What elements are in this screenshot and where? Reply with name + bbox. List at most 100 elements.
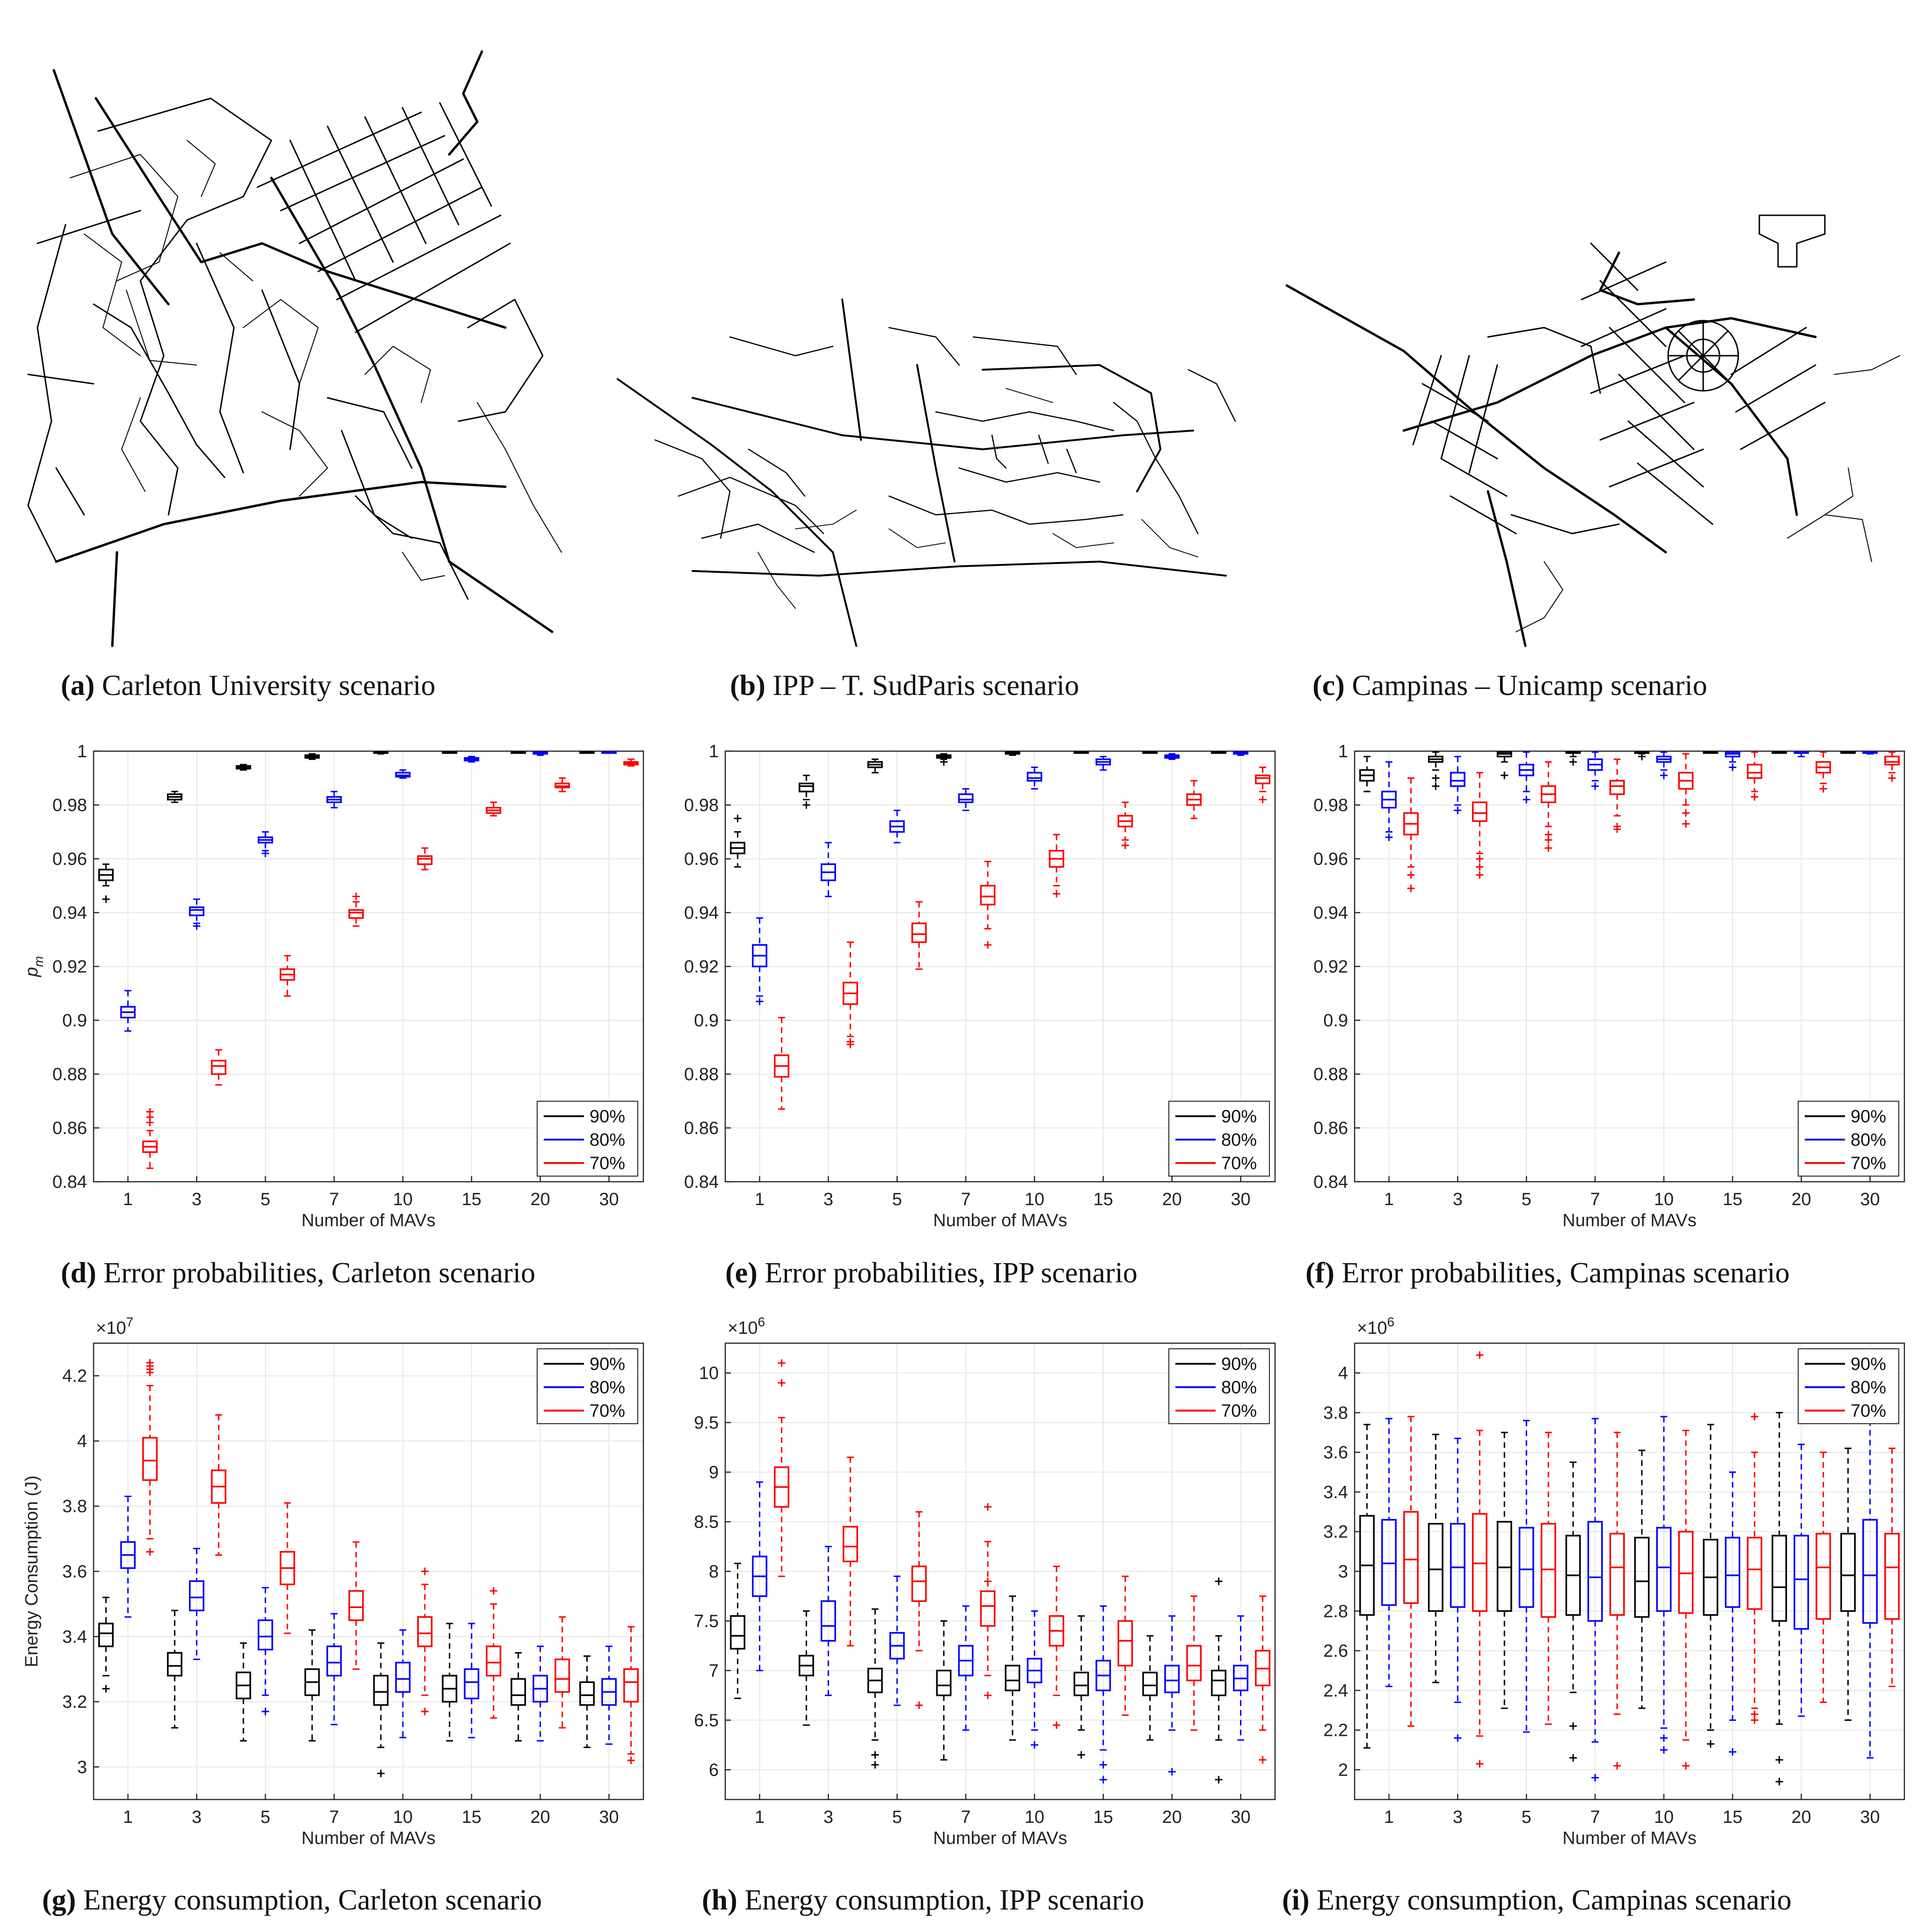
x-tick-label: 3 — [192, 1807, 202, 1827]
box-iqr — [1518, 1527, 1534, 1608]
box-15 — [1095, 756, 1111, 771]
box-iqr — [623, 1668, 639, 1703]
box-20 — [1793, 751, 1809, 757]
box-iqr — [1793, 1535, 1809, 1630]
outlier-marker — [1476, 871, 1484, 879]
outlier-marker — [146, 1548, 154, 1556]
box-7 — [1609, 758, 1625, 833]
series-70pct — [1403, 751, 1900, 893]
exponent-base: ×10 — [96, 1318, 126, 1338]
box-15 — [1073, 1615, 1089, 1759]
x-tick-label: 7 — [1590, 1190, 1600, 1209]
y-tick-label: 0.94 — [1313, 903, 1348, 923]
x-axis-label: Number of MAVs — [301, 1211, 435, 1230]
y-tick-label: 2.6 — [1323, 1641, 1348, 1661]
y-tick-label: 3.8 — [1323, 1403, 1348, 1423]
outlier-marker — [846, 1038, 854, 1046]
outlier-marker — [871, 1761, 879, 1769]
x-tick-label: 20 — [1792, 1190, 1811, 1209]
y-tick-label: 0.88 — [684, 1065, 719, 1084]
y-tick-label: 0.84 — [1313, 1172, 1348, 1192]
box-15 — [1703, 751, 1719, 754]
exponent-power: 6 — [758, 1315, 765, 1329]
box-3 — [820, 1546, 836, 1696]
box-10 — [1656, 1416, 1672, 1754]
x-tick-label: 5 — [1522, 1190, 1531, 1209]
caption-f: (f) Error probabilities, Campinas scenar… — [1305, 1257, 1790, 1289]
box-iqr — [1840, 1533, 1856, 1612]
outlier-marker — [1052, 1721, 1060, 1729]
box-1 — [774, 1359, 789, 1577]
chart-energy-consumption-carleton: 3 3.2 3.4 3.6 3.8 4 4.2 1 3 5 7 10 15 20 30 Number of M… — [22, 1315, 644, 1916]
caption-c: (c) Campinas – Unicamp scenario — [1312, 670, 1707, 702]
box-iqr — [1609, 1533, 1625, 1616]
x-tick-label: 3 — [192, 1190, 202, 1209]
box-1 — [98, 863, 114, 903]
box-30 — [1255, 1595, 1270, 1764]
outlier-marker — [1591, 782, 1599, 790]
box-7 — [304, 753, 320, 760]
outlier-marker — [262, 849, 270, 857]
outlier-marker — [421, 1567, 429, 1575]
series-80pct — [1381, 1380, 1878, 1782]
exponent-power: 6 — [1387, 1315, 1394, 1329]
box-7 — [304, 1629, 320, 1742]
legend-label: 90% — [590, 1107, 625, 1127]
box-7 — [1609, 1432, 1625, 1770]
y-tick-label: 3 — [1338, 1562, 1348, 1582]
outlier-marker — [1121, 841, 1129, 849]
x-tick-label: 5 — [892, 1807, 902, 1827]
box-7 — [936, 753, 952, 766]
box-5 — [235, 1642, 251, 1742]
y-tick-label: 0.86 — [1313, 1119, 1348, 1138]
outlier-marker — [1407, 871, 1415, 879]
x-tick-label: 1 — [123, 1190, 133, 1209]
box-30 — [579, 1655, 595, 1748]
box-5 — [889, 810, 905, 843]
box-10 — [1049, 1566, 1064, 1729]
series-90pct — [730, 751, 1226, 868]
y-axis-exponent: ×106 — [1357, 1315, 1394, 1338]
caption-text: Error probabilities, Campinas scenario — [1334, 1257, 1790, 1289]
y-axis-exponent: ×106 — [728, 1315, 765, 1338]
y-tick-label: 7.5 — [694, 1611, 719, 1631]
x-tick-label: 1 — [1384, 1807, 1394, 1827]
box-7 — [326, 790, 342, 809]
outlier-marker — [984, 1691, 992, 1699]
caption-g: (g) Energy consumption, Carleton scenari… — [42, 1884, 542, 1916]
x-tick-label: 7 — [329, 1807, 339, 1827]
plot-frame — [1354, 1342, 1905, 1800]
legend: 90% 80% 70% — [1168, 1101, 1270, 1177]
x-tick-label: 20 — [531, 1807, 550, 1827]
caption-letter: (f) — [1305, 1257, 1334, 1289]
box-iqr — [1747, 1536, 1763, 1610]
outlier-marker — [1545, 844, 1553, 852]
caption-d: (d) Error probabilities, Carleton scenar… — [61, 1257, 535, 1289]
box-15 — [1703, 1424, 1719, 1748]
caption-letter: (e) — [725, 1257, 758, 1289]
outlier-marker — [1682, 809, 1690, 817]
box-iqr — [1142, 1671, 1158, 1697]
box-30 — [623, 758, 639, 767]
caption-h: (h) Energy consumption, IPP scenario — [702, 1884, 1144, 1916]
x-tick-label: 10 — [393, 1190, 413, 1209]
box-iqr — [1472, 801, 1487, 822]
y-tick-label: 1 — [709, 742, 719, 761]
box-iqr — [373, 1675, 389, 1706]
box-15 — [486, 1587, 502, 1719]
legend: 90% 80% 70% — [537, 1348, 638, 1424]
box-10 — [373, 751, 389, 755]
box-7 — [348, 893, 364, 927]
legend-label: 90% — [1221, 1354, 1257, 1374]
box-10 — [1049, 834, 1064, 898]
exponent-base: ×10 — [728, 1318, 758, 1338]
legend: 90% 80% 70% — [537, 1101, 638, 1177]
chart-error-probabilities-campinas: 0.84 0.86 0.88 0.9 0.92 0.94 0.96 0.98 1 1 3 5 7 10 15… — [1305, 742, 1905, 1289]
box-iqr — [142, 1437, 158, 1481]
box-7 — [326, 1613, 342, 1726]
box-30 — [1840, 1448, 1856, 1721]
outlier-marker — [1660, 1734, 1668, 1742]
box-iqr — [1164, 1665, 1180, 1693]
legend-label: 70% — [1851, 1401, 1886, 1421]
box-1 — [1381, 1418, 1397, 1687]
